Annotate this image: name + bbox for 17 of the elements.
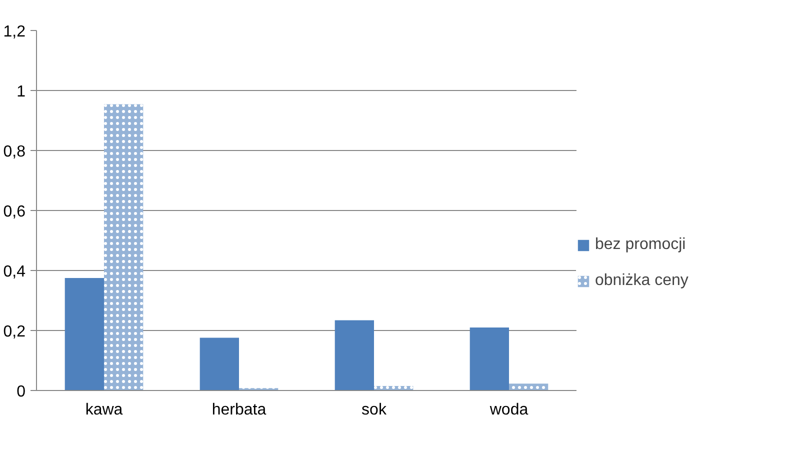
y-tick-label: 0 [16, 384, 26, 400]
y-tick-label: 0,2 [3, 324, 26, 340]
y-tick-label: 1 [16, 84, 26, 100]
y-tick-label: 0,4 [3, 264, 26, 280]
bar [64, 278, 104, 390]
y-tick-label: 1,2 [3, 24, 26, 40]
x-tick-label: sok [362, 402, 388, 418]
x-tick-label: woda [488, 402, 528, 418]
bar [334, 320, 374, 390]
y-tick-label: 0,6 [3, 204, 26, 220]
x-tick-label: herbata [212, 402, 266, 418]
bar [470, 328, 509, 390]
y-tick-label: 0,8 [3, 144, 26, 160]
legend-label: obniżka ceny [595, 272, 688, 290]
bar [200, 338, 239, 390]
legend-label: bez promocji [595, 236, 686, 254]
x-tick-label: kawa [85, 402, 123, 418]
